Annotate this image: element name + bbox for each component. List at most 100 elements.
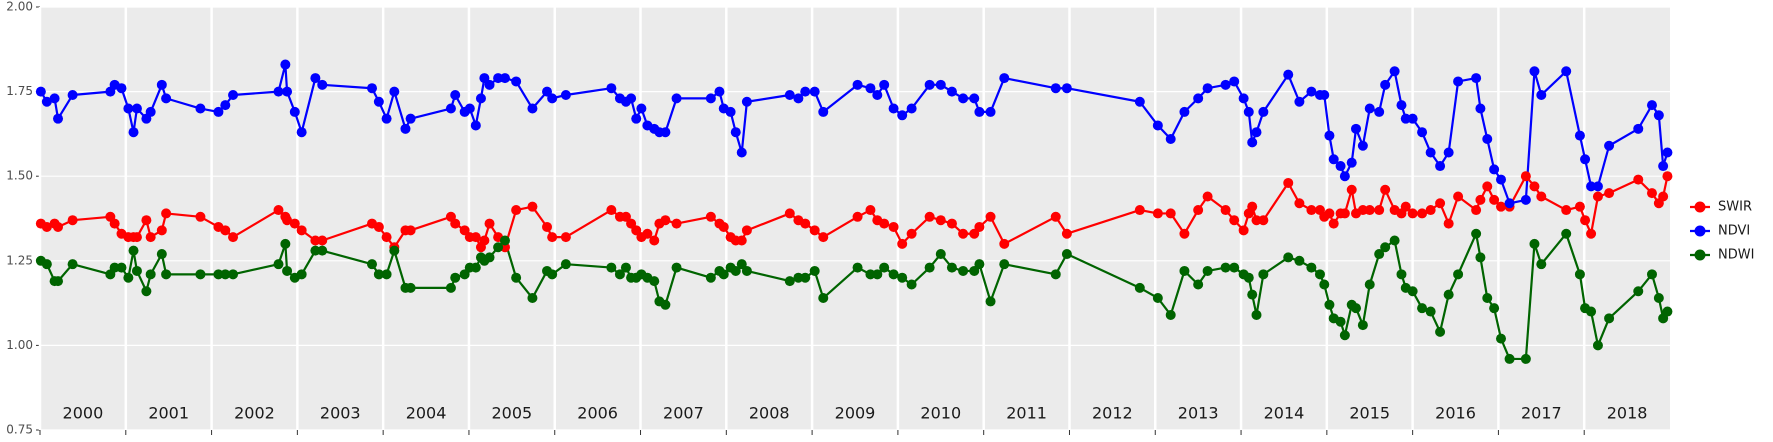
data-point bbox=[1646, 188, 1657, 199]
data-point bbox=[809, 265, 820, 276]
data-point bbox=[1471, 205, 1482, 216]
data-point bbox=[41, 96, 52, 107]
data-point bbox=[852, 79, 863, 90]
data-point bbox=[1646, 269, 1657, 280]
data-point bbox=[470, 120, 481, 131]
data-point bbox=[888, 221, 899, 232]
data-point bbox=[1653, 110, 1664, 121]
legend-label: NDWI bbox=[1718, 248, 1754, 263]
data-point bbox=[1134, 96, 1145, 107]
data-point bbox=[974, 106, 985, 117]
data-point bbox=[1202, 83, 1213, 94]
data-point bbox=[273, 86, 284, 97]
data-point bbox=[1061, 249, 1072, 260]
year-label: 2014 bbox=[1264, 404, 1305, 423]
data-point bbox=[131, 103, 142, 114]
data-point bbox=[1179, 106, 1190, 117]
data-point bbox=[141, 215, 152, 226]
data-point bbox=[865, 83, 876, 94]
data-point bbox=[935, 215, 946, 226]
data-point bbox=[620, 262, 631, 273]
year-label: 2006 bbox=[577, 404, 618, 423]
data-point bbox=[999, 238, 1010, 249]
data-point bbox=[1592, 181, 1603, 192]
data-point bbox=[273, 205, 284, 216]
data-point bbox=[161, 208, 172, 219]
data-point bbox=[1243, 272, 1254, 283]
data-point bbox=[1061, 83, 1072, 94]
data-point bbox=[123, 103, 134, 114]
data-point bbox=[793, 93, 804, 104]
data-point bbox=[999, 259, 1010, 270]
data-point bbox=[872, 89, 883, 100]
data-point bbox=[660, 299, 671, 310]
data-point bbox=[1504, 353, 1515, 364]
data-point bbox=[879, 218, 890, 229]
data-point bbox=[1165, 133, 1176, 144]
data-point bbox=[671, 262, 682, 273]
year-label: 2001 bbox=[148, 404, 189, 423]
data-point bbox=[1495, 174, 1506, 185]
data-point bbox=[1520, 194, 1531, 205]
data-point bbox=[1380, 242, 1391, 253]
data-point bbox=[220, 269, 231, 280]
data-point bbox=[1471, 228, 1482, 239]
data-point bbox=[1374, 106, 1385, 117]
data-point bbox=[1475, 103, 1486, 114]
data-point bbox=[53, 221, 64, 232]
data-point bbox=[1258, 269, 1269, 280]
data-point bbox=[1357, 320, 1368, 331]
data-point bbox=[906, 103, 917, 114]
data-point bbox=[1495, 333, 1506, 344]
data-point bbox=[493, 242, 504, 253]
data-point bbox=[946, 86, 957, 97]
data-point bbox=[1520, 171, 1531, 182]
data-point bbox=[741, 265, 752, 276]
data-point bbox=[620, 211, 631, 222]
data-point bbox=[1580, 154, 1591, 165]
data-point bbox=[660, 127, 671, 138]
data-point bbox=[35, 86, 46, 97]
data-point bbox=[800, 218, 811, 229]
data-point bbox=[1247, 289, 1258, 300]
data-point bbox=[852, 211, 863, 222]
data-point bbox=[41, 221, 52, 232]
data-point bbox=[1357, 205, 1368, 216]
data-point bbox=[373, 96, 384, 107]
data-point bbox=[116, 262, 127, 273]
data-point bbox=[1357, 140, 1368, 151]
data-point bbox=[445, 103, 456, 114]
data-point bbox=[296, 127, 307, 138]
data-point bbox=[1243, 106, 1254, 117]
data-point bbox=[1328, 218, 1339, 229]
year-label: 2012 bbox=[1092, 404, 1133, 423]
data-point bbox=[1529, 66, 1540, 77]
data-point bbox=[1364, 205, 1375, 216]
data-point bbox=[1400, 113, 1411, 124]
data-point bbox=[958, 228, 969, 239]
data-point bbox=[741, 96, 752, 107]
data-point bbox=[1489, 164, 1500, 175]
data-point bbox=[852, 262, 863, 273]
data-point bbox=[499, 73, 510, 84]
data-point bbox=[1435, 326, 1446, 337]
data-point bbox=[53, 276, 64, 287]
data-point bbox=[1328, 154, 1339, 165]
data-point bbox=[1396, 100, 1407, 111]
data-point bbox=[718, 221, 729, 232]
data-point bbox=[924, 211, 935, 222]
data-point bbox=[958, 265, 969, 276]
data-point bbox=[1662, 306, 1673, 317]
data-point bbox=[317, 79, 328, 90]
data-point bbox=[1453, 191, 1464, 202]
data-point bbox=[614, 269, 625, 280]
data-point bbox=[865, 205, 876, 216]
data-point bbox=[450, 272, 461, 283]
data-point bbox=[1389, 66, 1400, 77]
data-point bbox=[736, 147, 747, 158]
data-point bbox=[1306, 262, 1317, 273]
data-point bbox=[53, 113, 64, 124]
year-label: 2017 bbox=[1521, 404, 1562, 423]
data-point bbox=[49, 93, 60, 104]
data-point bbox=[924, 79, 935, 90]
